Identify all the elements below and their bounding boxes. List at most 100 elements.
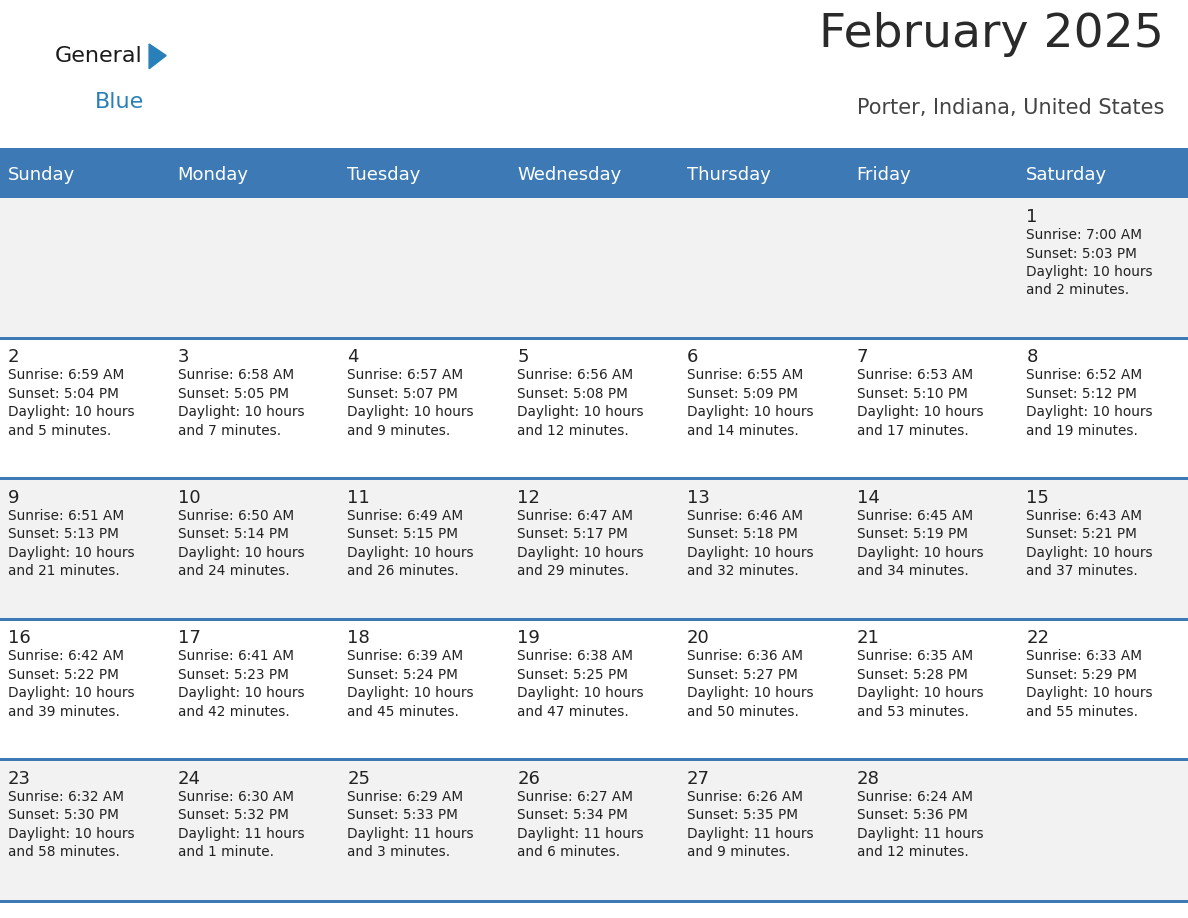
Text: Blue: Blue bbox=[95, 92, 144, 112]
Text: Daylight: 10 hours: Daylight: 10 hours bbox=[687, 406, 814, 420]
Text: and 53 minutes.: and 53 minutes. bbox=[857, 705, 968, 719]
Text: 1: 1 bbox=[1026, 208, 1037, 226]
Text: Daylight: 10 hours: Daylight: 10 hours bbox=[1026, 406, 1152, 420]
Text: 24: 24 bbox=[178, 769, 201, 788]
Text: and 37 minutes.: and 37 minutes. bbox=[1026, 565, 1138, 578]
Text: Daylight: 10 hours: Daylight: 10 hours bbox=[1026, 686, 1152, 700]
Text: and 42 minutes.: and 42 minutes. bbox=[178, 705, 290, 719]
Text: Daylight: 10 hours: Daylight: 10 hours bbox=[178, 406, 304, 420]
Text: 18: 18 bbox=[347, 629, 371, 647]
Text: Sunrise: 6:51 AM: Sunrise: 6:51 AM bbox=[8, 509, 124, 522]
Text: 27: 27 bbox=[687, 769, 710, 788]
Text: Sunset: 5:28 PM: Sunset: 5:28 PM bbox=[857, 667, 967, 682]
Text: Sunset: 5:12 PM: Sunset: 5:12 PM bbox=[1026, 386, 1137, 401]
Text: and 34 minutes.: and 34 minutes. bbox=[857, 565, 968, 578]
Text: Daylight: 10 hours: Daylight: 10 hours bbox=[8, 826, 134, 841]
Text: 7: 7 bbox=[857, 349, 868, 366]
Text: Sunrise: 6:55 AM: Sunrise: 6:55 AM bbox=[687, 368, 803, 383]
Text: 22: 22 bbox=[1026, 629, 1049, 647]
Text: Sunset: 5:27 PM: Sunset: 5:27 PM bbox=[687, 667, 797, 682]
Text: 17: 17 bbox=[178, 629, 201, 647]
Text: and 12 minutes.: and 12 minutes. bbox=[857, 845, 968, 859]
Text: Sunset: 5:30 PM: Sunset: 5:30 PM bbox=[8, 808, 119, 823]
Text: 21: 21 bbox=[857, 629, 879, 647]
Text: Daylight: 11 hours: Daylight: 11 hours bbox=[687, 826, 814, 841]
Text: 23: 23 bbox=[8, 769, 31, 788]
Text: Sunset: 5:35 PM: Sunset: 5:35 PM bbox=[687, 808, 798, 823]
Text: 20: 20 bbox=[687, 629, 709, 647]
Text: Daylight: 10 hours: Daylight: 10 hours bbox=[687, 546, 814, 560]
Text: Daylight: 10 hours: Daylight: 10 hours bbox=[8, 546, 134, 560]
Text: 8: 8 bbox=[1026, 349, 1037, 366]
Text: Daylight: 10 hours: Daylight: 10 hours bbox=[347, 546, 474, 560]
Text: and 26 minutes.: and 26 minutes. bbox=[347, 565, 460, 578]
Text: and 5 minutes.: and 5 minutes. bbox=[8, 424, 112, 438]
Text: 5: 5 bbox=[517, 349, 529, 366]
Text: Sunrise: 6:47 AM: Sunrise: 6:47 AM bbox=[517, 509, 633, 522]
Text: Sunset: 5:33 PM: Sunset: 5:33 PM bbox=[347, 808, 459, 823]
Text: and 7 minutes.: and 7 minutes. bbox=[178, 424, 280, 438]
Text: Sunset: 5:03 PM: Sunset: 5:03 PM bbox=[1026, 247, 1137, 261]
Text: Sunrise: 6:50 AM: Sunrise: 6:50 AM bbox=[178, 509, 293, 522]
Text: and 6 minutes.: and 6 minutes. bbox=[517, 845, 620, 859]
Text: Sunrise: 6:53 AM: Sunrise: 6:53 AM bbox=[857, 368, 973, 383]
Text: Sunrise: 6:29 AM: Sunrise: 6:29 AM bbox=[347, 789, 463, 803]
Text: Daylight: 10 hours: Daylight: 10 hours bbox=[517, 686, 644, 700]
Text: Sunset: 5:09 PM: Sunset: 5:09 PM bbox=[687, 386, 798, 401]
Text: and 45 minutes.: and 45 minutes. bbox=[347, 705, 460, 719]
Text: Porter, Indiana, United States: Porter, Indiana, United States bbox=[857, 97, 1164, 118]
Text: Sunrise: 6:24 AM: Sunrise: 6:24 AM bbox=[857, 789, 973, 803]
Text: and 58 minutes.: and 58 minutes. bbox=[8, 845, 120, 859]
Text: February 2025: February 2025 bbox=[820, 12, 1164, 57]
Text: Sunset: 5:36 PM: Sunset: 5:36 PM bbox=[857, 808, 967, 823]
Text: 12: 12 bbox=[517, 488, 541, 507]
Text: Sunrise: 6:32 AM: Sunrise: 6:32 AM bbox=[8, 789, 124, 803]
Text: and 1 minute.: and 1 minute. bbox=[178, 845, 273, 859]
Text: Sunset: 5:24 PM: Sunset: 5:24 PM bbox=[347, 667, 459, 682]
Text: Daylight: 11 hours: Daylight: 11 hours bbox=[517, 826, 644, 841]
Text: and 21 minutes.: and 21 minutes. bbox=[8, 565, 120, 578]
Text: Sunrise: 6:41 AM: Sunrise: 6:41 AM bbox=[178, 649, 293, 663]
Text: 9: 9 bbox=[8, 488, 19, 507]
Text: Daylight: 10 hours: Daylight: 10 hours bbox=[178, 686, 304, 700]
Text: Sunset: 5:34 PM: Sunset: 5:34 PM bbox=[517, 808, 628, 823]
Text: Sunrise: 6:49 AM: Sunrise: 6:49 AM bbox=[347, 509, 463, 522]
Text: Sunset: 5:13 PM: Sunset: 5:13 PM bbox=[8, 527, 119, 542]
Text: Sunset: 5:14 PM: Sunset: 5:14 PM bbox=[178, 527, 289, 542]
Text: Sunset: 5:29 PM: Sunset: 5:29 PM bbox=[1026, 667, 1137, 682]
Text: and 50 minutes.: and 50 minutes. bbox=[687, 705, 798, 719]
Text: Daylight: 10 hours: Daylight: 10 hours bbox=[1026, 265, 1152, 279]
Text: and 14 minutes.: and 14 minutes. bbox=[687, 424, 798, 438]
Text: and 2 minutes.: and 2 minutes. bbox=[1026, 284, 1130, 297]
Text: and 32 minutes.: and 32 minutes. bbox=[687, 565, 798, 578]
Text: and 3 minutes.: and 3 minutes. bbox=[347, 845, 450, 859]
Text: Daylight: 10 hours: Daylight: 10 hours bbox=[857, 546, 984, 560]
Text: Sunrise: 6:27 AM: Sunrise: 6:27 AM bbox=[517, 789, 633, 803]
Text: Sunrise: 6:35 AM: Sunrise: 6:35 AM bbox=[857, 649, 973, 663]
Text: Monday: Monday bbox=[178, 166, 248, 185]
Text: Sunrise: 6:43 AM: Sunrise: 6:43 AM bbox=[1026, 509, 1143, 522]
Text: Daylight: 11 hours: Daylight: 11 hours bbox=[178, 826, 304, 841]
Text: and 9 minutes.: and 9 minutes. bbox=[347, 424, 450, 438]
Text: and 19 minutes.: and 19 minutes. bbox=[1026, 424, 1138, 438]
Text: Sunset: 5:21 PM: Sunset: 5:21 PM bbox=[1026, 527, 1137, 542]
Text: Sunset: 5:04 PM: Sunset: 5:04 PM bbox=[8, 386, 119, 401]
Text: Sunrise: 6:58 AM: Sunrise: 6:58 AM bbox=[178, 368, 293, 383]
Text: Sunset: 5:15 PM: Sunset: 5:15 PM bbox=[347, 527, 459, 542]
Text: Sunset: 5:07 PM: Sunset: 5:07 PM bbox=[347, 386, 459, 401]
Text: Sunrise: 6:57 AM: Sunrise: 6:57 AM bbox=[347, 368, 463, 383]
Text: Sunrise: 6:56 AM: Sunrise: 6:56 AM bbox=[517, 368, 633, 383]
Text: Friday: Friday bbox=[857, 166, 911, 185]
Text: Sunset: 5:23 PM: Sunset: 5:23 PM bbox=[178, 667, 289, 682]
Text: Daylight: 10 hours: Daylight: 10 hours bbox=[8, 406, 134, 420]
Text: Sunset: 5:17 PM: Sunset: 5:17 PM bbox=[517, 527, 628, 542]
Text: Sunrise: 6:38 AM: Sunrise: 6:38 AM bbox=[517, 649, 633, 663]
Text: Wednesday: Wednesday bbox=[517, 166, 621, 185]
Text: Sunset: 5:25 PM: Sunset: 5:25 PM bbox=[517, 667, 628, 682]
Text: Daylight: 10 hours: Daylight: 10 hours bbox=[857, 686, 984, 700]
Text: 6: 6 bbox=[687, 349, 699, 366]
Text: and 9 minutes.: and 9 minutes. bbox=[687, 845, 790, 859]
Text: 11: 11 bbox=[347, 488, 371, 507]
Text: Sunrise: 6:46 AM: Sunrise: 6:46 AM bbox=[687, 509, 803, 522]
Text: 25: 25 bbox=[347, 769, 371, 788]
